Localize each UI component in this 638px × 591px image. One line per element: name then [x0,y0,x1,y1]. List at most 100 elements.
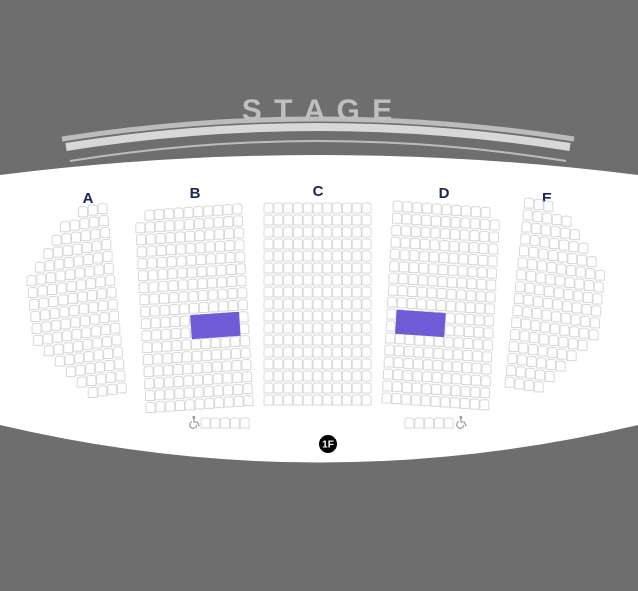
seat[interactable] [55,356,64,366]
seat[interactable] [446,301,455,311]
seat[interactable] [543,298,552,308]
seat[interactable] [155,209,164,219]
seat[interactable] [342,383,351,393]
seat[interactable] [211,338,220,348]
seat[interactable] [439,265,448,275]
seat[interactable] [362,239,371,249]
seat[interactable] [333,287,342,297]
seat[interactable] [183,364,192,374]
seat[interactable] [585,281,594,291]
seat[interactable] [166,233,175,243]
seat[interactable] [452,374,461,384]
seat[interactable] [284,323,293,333]
seat[interactable] [59,295,68,305]
seat[interactable] [477,279,486,289]
seat[interactable] [93,338,102,348]
seat[interactable] [460,398,469,408]
seat[interactable] [393,201,402,211]
seat[interactable] [243,384,252,394]
seat[interactable] [388,297,397,307]
seat[interactable] [333,251,342,261]
seat[interactable] [538,346,547,356]
seat[interactable] [44,346,53,356]
seat[interactable] [185,219,194,229]
seat[interactable] [408,286,417,296]
seat[interactable] [519,246,528,256]
seat[interactable] [213,362,222,372]
seat[interactable] [274,359,283,369]
seat[interactable] [542,310,551,320]
seat[interactable] [548,250,557,260]
seat[interactable] [234,228,243,238]
seat[interactable] [342,251,351,261]
seat[interactable] [284,299,293,309]
seat[interactable] [274,311,283,321]
seat[interactable] [274,299,283,309]
seat[interactable] [157,257,166,267]
seat[interactable] [442,205,451,215]
seat[interactable] [78,292,87,302]
seat[interactable] [175,400,184,410]
seat[interactable] [451,398,460,408]
seat[interactable] [50,308,59,318]
seat[interactable] [264,263,273,273]
seat[interactable] [536,273,545,283]
seat[interactable] [567,351,576,361]
seat[interactable] [35,262,44,272]
seat[interactable] [88,205,97,215]
seat[interactable] [539,249,548,259]
seat[interactable] [163,353,172,363]
seat[interactable] [429,264,438,274]
seat[interactable] [173,364,182,374]
seat[interactable] [432,204,441,214]
seat[interactable] [242,360,251,370]
seat[interactable] [537,358,546,368]
seat[interactable] [333,203,342,213]
seat[interactable] [239,312,248,322]
seat[interactable] [476,291,485,301]
seat[interactable] [383,381,392,391]
seat[interactable] [558,349,567,359]
seat[interactable] [352,251,361,261]
seat[interactable] [293,395,302,405]
seat[interactable] [470,231,479,241]
seat[interactable] [223,373,232,383]
seat[interactable] [79,304,88,314]
seat[interactable] [30,300,39,310]
seat[interactable] [487,268,496,278]
seat[interactable] [448,265,457,275]
seat[interactable] [284,215,293,225]
seat[interactable] [554,288,563,298]
seat[interactable] [150,306,159,316]
seat[interactable] [385,345,394,355]
seat[interactable] [293,239,302,249]
seat[interactable] [187,267,196,277]
seat[interactable] [550,239,559,249]
seat[interactable] [342,287,351,297]
seat[interactable] [461,386,470,396]
seat[interactable] [551,227,560,237]
seat[interactable] [323,359,332,369]
seat[interactable] [420,239,429,249]
seat[interactable] [534,382,543,392]
seat[interactable] [579,328,588,338]
seat[interactable] [89,302,98,312]
seat[interactable] [512,318,521,328]
seat[interactable] [437,289,446,299]
seat[interactable] [303,335,312,345]
seat[interactable] [224,397,233,407]
seat[interactable] [403,370,412,380]
seat[interactable] [478,267,487,277]
seat[interactable] [547,360,556,370]
seat[interactable] [342,359,351,369]
seat[interactable] [293,275,302,285]
seat[interactable] [473,351,482,361]
seat[interactable] [264,215,273,225]
seat[interactable] [462,206,471,216]
seat[interactable] [32,323,41,333]
seat[interactable] [284,395,293,405]
seat[interactable] [541,322,550,332]
seat[interactable] [483,340,492,350]
seat[interactable] [564,289,573,299]
seat[interactable] [481,207,490,217]
